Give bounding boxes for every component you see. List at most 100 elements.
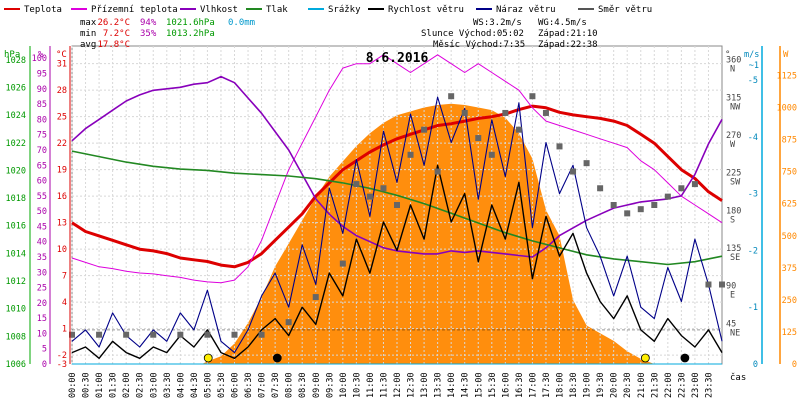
- time-tick-label: 23:30: [704, 372, 714, 398]
- wind-direction-point: [96, 331, 103, 338]
- time-tick-label: 02:00: [122, 372, 132, 398]
- pct-tick-label: 85: [37, 100, 47, 110]
- stat-min-press: 1013.2hPa: [166, 29, 215, 39]
- legend-label-7: Směr větru: [598, 5, 652, 15]
- hpa-tick-label: 1016: [6, 222, 26, 232]
- info-sun-set: Západ:21:10: [538, 29, 598, 39]
- wind-direction-point: [69, 331, 75, 338]
- wind-direction-point: [515, 126, 522, 133]
- c-tick-label: 7: [62, 272, 67, 282]
- wind-direction-point: [570, 168, 577, 175]
- pct-tick-label: 80: [37, 115, 47, 125]
- c-unit: °C: [56, 50, 67, 60]
- wind-direction-point: [719, 281, 725, 288]
- ms-unit: m/s: [744, 50, 759, 60]
- wind-direction-point: [231, 331, 238, 338]
- time-tick-label: 21:30: [650, 372, 660, 398]
- legend-label-0: Teplota: [24, 5, 62, 15]
- series-line-1: [71, 54, 723, 284]
- wind-direction-point: [204, 331, 211, 338]
- legend-label-4: Srážky: [328, 5, 361, 15]
- time-tick-label: 19:30: [596, 372, 606, 398]
- info-wg: WG:4.5m/s: [538, 18, 587, 28]
- hpa-tick-label: 1028: [6, 56, 26, 66]
- wind-direction-point: [597, 185, 604, 192]
- time-tick-label: 22:00: [664, 372, 674, 398]
- stat-max-temp: 26.2°C: [97, 18, 130, 28]
- hpa-tick-label: 1026: [6, 83, 26, 93]
- time-axis-label: čas: [730, 372, 746, 383]
- pct-tick-label: 45: [37, 222, 47, 232]
- stat-avg-temp: 17.8°C: [97, 40, 130, 50]
- time-tick-label: 09:30: [325, 372, 335, 398]
- wind-direction-point: [705, 281, 712, 288]
- wind-direction-point: [353, 181, 360, 188]
- time-tick-label: 05:30: [217, 372, 227, 398]
- time-tick-label: 02:30: [136, 372, 146, 398]
- hpa-tick-label: 1010: [6, 305, 26, 315]
- stat-max-label: max: [80, 18, 97, 28]
- wind-direction-point: [637, 206, 644, 213]
- wind-direction-point: [448, 93, 455, 100]
- wind-direction-point: [651, 202, 658, 208]
- wind-direction-point: [664, 193, 671, 200]
- time-tick-label: 00:00: [68, 372, 78, 398]
- hpa-tick-label: 1022: [6, 139, 26, 149]
- dir-tick-label: S: [730, 215, 735, 225]
- hpa-unit: hPa: [4, 50, 20, 60]
- deg-tick-label: 135: [726, 244, 741, 254]
- info-ws: WS:3.2m/s: [473, 18, 522, 28]
- pct-tick-label: 0: [42, 360, 47, 370]
- time-tick-label: 08:00: [285, 372, 295, 398]
- ms-tick-label: -5: [748, 76, 758, 86]
- pct-tick-label: 40: [37, 238, 47, 248]
- time-tick-label: 17:30: [542, 372, 552, 398]
- stat-min-temp: 7.2°C: [103, 29, 130, 39]
- time-tick-label: 04:00: [176, 372, 186, 398]
- ms-top-label: ~1: [749, 61, 759, 71]
- stat-min-hum: 35%: [140, 29, 157, 39]
- series-line-0: [71, 104, 723, 269]
- hpa-tick-label: 1008: [6, 332, 26, 342]
- time-tick-label: 14:00: [447, 372, 457, 398]
- hpa-tick-label: 1014: [6, 249, 26, 259]
- c-tick-label: 31: [57, 60, 67, 70]
- stat-min-label: min: [80, 29, 96, 39]
- time-tick-label: 03:30: [163, 372, 173, 398]
- wind-direction-point: [285, 319, 292, 326]
- dir-tick-label: NW: [730, 102, 741, 112]
- deg-tick-label: 315: [726, 93, 741, 103]
- c-tick-label: 13: [57, 219, 67, 229]
- wind-direction-point: [583, 160, 590, 167]
- time-tick-label: 09:00: [312, 372, 322, 398]
- pct-tick-label: 95: [37, 70, 47, 80]
- pct-tick-label: 20: [37, 299, 47, 309]
- time-tick-label: 06:00: [231, 372, 241, 398]
- w-tick-label: 375: [782, 264, 797, 274]
- pct-tick-label: 60: [37, 177, 47, 187]
- time-tick-label: 12:30: [407, 372, 417, 398]
- w-unit: W: [783, 50, 789, 60]
- series-line-3: [71, 150, 723, 266]
- pct-tick-label: 30: [37, 268, 47, 278]
- c-tick-label: 22: [57, 139, 67, 149]
- wind-direction-point: [421, 126, 428, 133]
- time-tick-label: 20:30: [623, 372, 633, 398]
- time-tick-label: 16:30: [515, 372, 525, 398]
- time-tick-label: 22:30: [677, 372, 687, 398]
- pct-tick-label: 5: [42, 345, 47, 355]
- time-tick-label: 01:00: [95, 372, 105, 398]
- w-tick-label: 750: [782, 168, 797, 178]
- pct-tick-label: 50: [37, 207, 47, 217]
- time-tick-label: 12:00: [393, 372, 403, 398]
- wind-direction-point: [312, 294, 319, 301]
- ms-tick-label: -4: [748, 133, 758, 143]
- moonrise-marker: [272, 353, 282, 363]
- sunrise-marker: [203, 353, 213, 363]
- legend-label-6: Náraz větru: [496, 5, 556, 15]
- stat-max-press: 1021.6hPa: [166, 18, 215, 28]
- c-tick-label: -2: [57, 351, 67, 361]
- pct-tick-label: 10: [37, 329, 47, 339]
- pct-unit: %: [38, 50, 44, 60]
